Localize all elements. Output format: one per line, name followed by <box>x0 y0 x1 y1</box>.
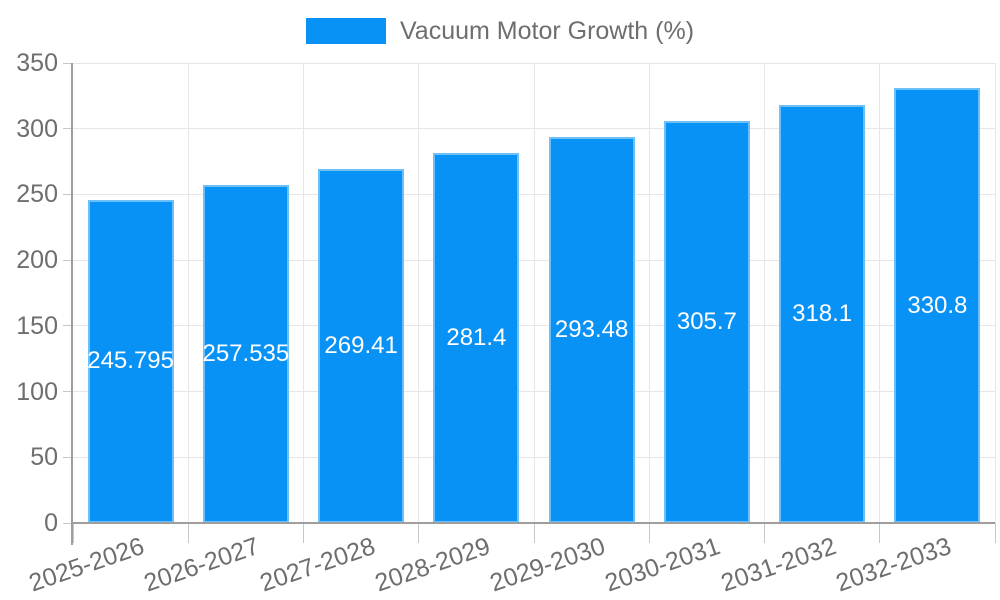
bar-value-label: 293.48 <box>554 316 629 344</box>
bar-value-label: 318.1 <box>792 299 853 327</box>
x-axis-label: 2029-2030 <box>486 532 609 598</box>
x-tick-mark <box>418 523 420 543</box>
y-tick-mark <box>63 62 73 64</box>
x-tick-mark <box>879 523 881 543</box>
x-axis-label: 2032-2033 <box>832 532 955 598</box>
y-tick-mark <box>63 456 73 458</box>
bar[interactable] <box>433 153 520 523</box>
x-gridline <box>533 63 535 523</box>
x-gridline <box>648 63 650 523</box>
bar[interactable] <box>318 168 405 523</box>
bar[interactable] <box>87 199 174 523</box>
bar[interactable] <box>779 104 866 523</box>
y-axis-label: 50 <box>30 443 58 472</box>
y-axis-label: 250 <box>16 180 58 209</box>
y-tick-mark <box>63 391 73 393</box>
y-axis-label: 0 <box>44 509 58 537</box>
x-axis-label: 2031-2032 <box>717 532 840 598</box>
y-tick-mark <box>63 193 73 195</box>
bar-value-label: 257.535 <box>202 339 290 367</box>
y-axis-line <box>71 63 73 545</box>
x-gridline <box>994 63 996 523</box>
x-axis-label: 2026-2027 <box>140 532 263 598</box>
x-gridline <box>764 63 765 523</box>
x-tick-mark <box>187 523 189 543</box>
y-tick-mark <box>63 522 73 524</box>
y-tick-mark <box>63 259 73 261</box>
y-axis-label: 200 <box>16 246 58 275</box>
x-tick-mark <box>764 523 765 543</box>
y-axis-label: 150 <box>16 311 58 340</box>
x-axis-label: 2025-2026 <box>25 532 148 598</box>
x-tick-mark <box>994 523 996 543</box>
x-tick-mark <box>72 523 74 543</box>
bar-value-label: 330.8 <box>907 291 968 319</box>
bar-value-label: 305.7 <box>676 308 737 336</box>
bar[interactable] <box>202 184 289 523</box>
x-tick-mark <box>533 523 535 543</box>
x-axis-label: 2028-2029 <box>371 532 494 598</box>
y-axis-label: 100 <box>16 377 58 406</box>
x-tick-mark <box>303 523 304 543</box>
bar-value-label: 245.795 <box>87 347 174 375</box>
bar[interactable] <box>663 121 750 523</box>
bar-value-label: 269.41 <box>324 331 398 359</box>
y-tick-mark <box>63 325 73 327</box>
x-tick-mark <box>648 523 650 543</box>
x-axis-baseline <box>73 522 995 524</box>
x-gridline <box>418 63 420 523</box>
bar[interactable] <box>548 137 635 523</box>
y-tick-mark <box>63 128 73 130</box>
y-axis-label: 350 <box>16 49 58 77</box>
bar[interactable] <box>894 88 981 523</box>
x-gridline <box>303 63 304 523</box>
x-gridline <box>879 63 881 523</box>
x-gridline <box>187 63 189 523</box>
x-axis-label: 2027-2028 <box>256 532 379 598</box>
legend-swatch <box>305 18 386 44</box>
y-axis-label: 300 <box>16 114 58 143</box>
x-axis-label: 2030-2031 <box>601 532 724 598</box>
bar-value-label: 281.4 <box>446 324 507 352</box>
legend-label: Vacuum Motor Growth (%) <box>399 17 695 45</box>
legend[interactable]: Vacuum Motor Growth (%) <box>0 16 1000 46</box>
